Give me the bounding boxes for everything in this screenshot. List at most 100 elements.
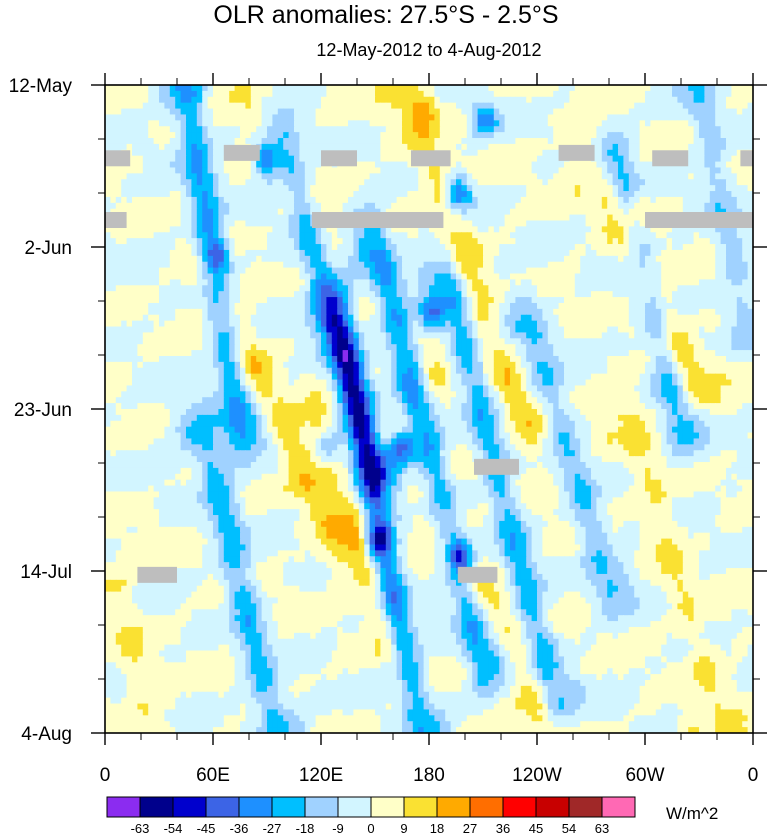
field-cell (169, 314, 176, 322)
field-cell (596, 85, 603, 92)
field-cell (121, 179, 128, 186)
field-cell (580, 255, 587, 263)
field-cell (564, 185, 570, 192)
field-cell (191, 167, 198, 174)
field-cell (477, 85, 484, 92)
field-cell (493, 96, 500, 104)
field-cell (736, 297, 743, 304)
field-cell (450, 220, 457, 227)
field-cell (569, 249, 576, 257)
field-cell (245, 173, 252, 180)
field-cell (423, 132, 430, 139)
field-cell (207, 320, 214, 328)
field-cell (175, 90, 182, 98)
field-cell (450, 90, 457, 98)
field-cell (601, 279, 608, 286)
field-cell (672, 85, 678, 92)
field-cell (715, 291, 722, 298)
field-cell (342, 208, 349, 216)
field-cell (369, 155, 376, 163)
field-cell (153, 191, 160, 198)
field-cell (677, 314, 684, 322)
field-cell (110, 255, 117, 263)
field-cell (574, 255, 581, 263)
field-cell (196, 143, 203, 151)
field-cell (256, 232, 263, 239)
field-cell (439, 308, 446, 316)
field-cell (704, 285, 711, 292)
field-cell (380, 96, 387, 104)
field-cell (402, 314, 408, 322)
field-cell (493, 185, 500, 192)
field-cell (461, 108, 468, 116)
field-cell (688, 90, 695, 98)
field-cell (650, 126, 657, 133)
field-cell (126, 302, 133, 310)
field-cell (153, 108, 160, 116)
field-cell (477, 226, 484, 233)
field-cell (331, 267, 338, 275)
field-cell (515, 285, 522, 292)
field-cell (412, 108, 419, 116)
field-cell (159, 196, 165, 204)
field-cell (510, 90, 516, 98)
field-cell (180, 302, 187, 310)
field-cell (250, 114, 257, 121)
field-cell (175, 249, 182, 257)
field-cell (510, 291, 516, 298)
field-cell (213, 132, 219, 139)
field-cell (348, 102, 354, 110)
field-cell (385, 249, 392, 257)
field-cell (461, 90, 468, 98)
field-cell (396, 120, 403, 127)
field-cell (526, 220, 533, 227)
field-cell (488, 273, 495, 280)
field-cell (358, 232, 365, 239)
field-cell (186, 244, 192, 251)
field-cell (423, 320, 430, 328)
field-cell (456, 143, 462, 151)
field-cell (445, 308, 452, 316)
field-cell (537, 191, 543, 198)
field-cell (294, 85, 300, 92)
field-cell (623, 138, 630, 145)
field-cell (223, 314, 230, 322)
field-cell (736, 314, 743, 322)
field-cell (661, 244, 668, 251)
field-cell (553, 191, 560, 198)
field-cell (148, 279, 155, 286)
field-cell (655, 302, 662, 310)
field-cell (245, 273, 252, 280)
field-cell (137, 302, 144, 310)
field-cell (612, 320, 619, 328)
field-cell (304, 155, 311, 163)
field-cell (547, 267, 554, 275)
field-cell (369, 297, 376, 304)
field-cell (434, 185, 441, 192)
field-cell (666, 173, 673, 180)
field-cell (213, 191, 219, 198)
field-cell (429, 126, 435, 133)
field-cell (115, 132, 122, 139)
field-cell (655, 291, 662, 298)
field-cell (569, 308, 576, 316)
field-cell (634, 320, 641, 328)
field-cell (348, 108, 354, 116)
field-cell (315, 279, 322, 286)
field-cell (132, 126, 138, 133)
field-cell (358, 238, 365, 245)
field-cell (407, 255, 414, 263)
field-cell (661, 96, 668, 104)
field-cell (726, 308, 732, 316)
field-cell (110, 196, 117, 204)
field-cell (310, 90, 317, 98)
field-cell (229, 96, 236, 104)
field-cell (380, 279, 387, 286)
field-cell (596, 126, 603, 133)
field-cell (288, 326, 295, 334)
field-cell (175, 308, 182, 316)
field-cell (601, 214, 608, 222)
field-cell (731, 161, 738, 169)
field-cell (369, 173, 376, 180)
field-cell (391, 261, 398, 269)
